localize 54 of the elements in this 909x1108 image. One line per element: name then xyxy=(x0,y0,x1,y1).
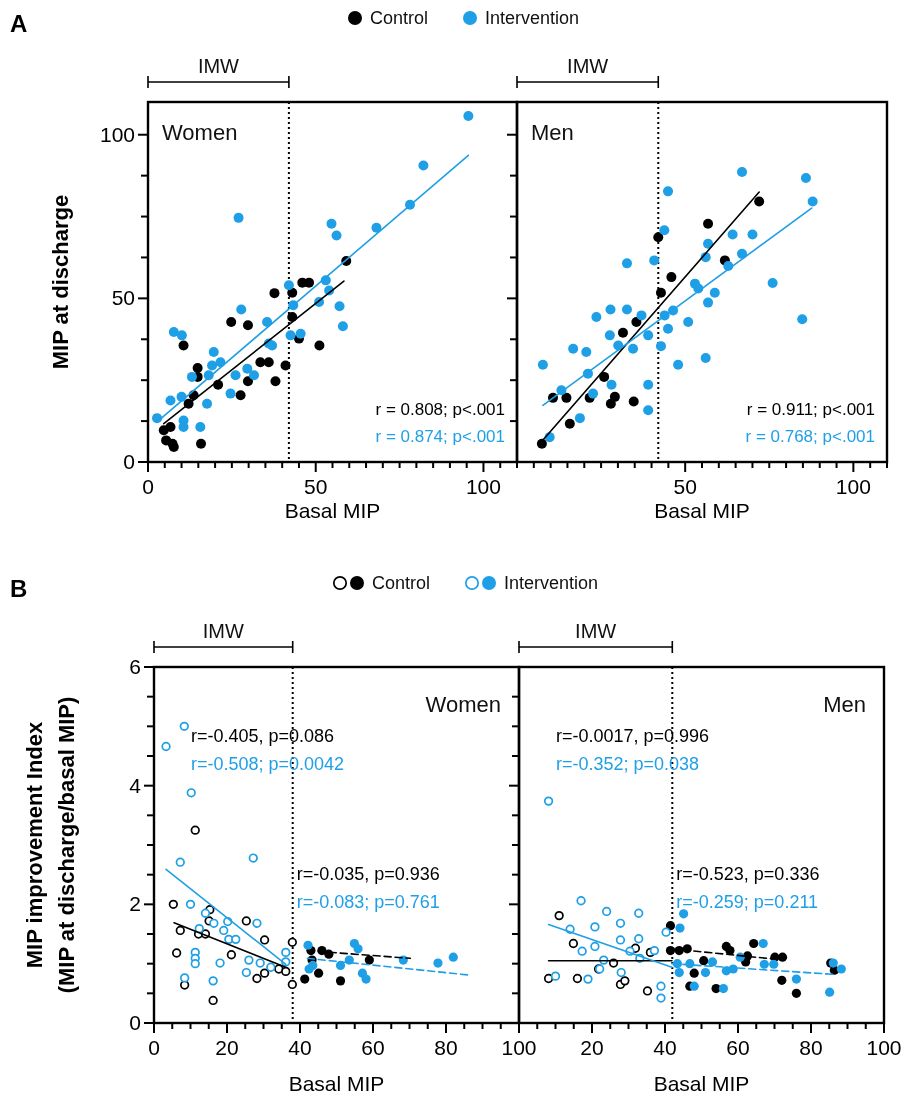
x-tick-label: 80 xyxy=(434,1036,458,1059)
y-axis-title: MIP at discharge xyxy=(48,194,73,370)
x-tick-label: 40 xyxy=(653,1036,677,1059)
text: IMW xyxy=(202,620,245,642)
y-tick-label: 6 xyxy=(129,655,141,678)
annotation: r=-0.035, p=0.936 xyxy=(296,864,440,884)
y-tick-label: 0 xyxy=(123,450,135,473)
x-tick-label: 100 xyxy=(465,475,501,498)
y-tick-label: 50 xyxy=(111,286,135,310)
y-tick-label: 4 xyxy=(129,773,142,797)
text: IMW xyxy=(567,55,609,77)
annotation: r=-0.352; p=0.038 xyxy=(556,754,700,774)
x-tick-label: 100 xyxy=(501,1036,537,1059)
x-axis-title: Basal MIP xyxy=(654,499,750,522)
x-tick-label: 20 xyxy=(215,1036,239,1059)
annotation: r=-0.259; p=0.211 xyxy=(676,892,819,912)
x-axis-title: Basal MIP xyxy=(653,1072,750,1095)
legend-label: Intervention xyxy=(485,8,580,28)
y-tick-label: 100 xyxy=(99,122,135,146)
x-tick-label: 60 xyxy=(361,1036,385,1059)
x-tick-label: 20 xyxy=(580,1036,604,1059)
annotation: r=-0.0017, p=0.996 xyxy=(556,726,710,746)
chart-title: A xyxy=(10,10,28,37)
legend-label: Intervention xyxy=(504,573,599,593)
annotation: Men xyxy=(531,120,574,145)
x-axis-title: Basal MIP xyxy=(284,499,381,522)
x-tick-label: 50 xyxy=(673,475,697,498)
x-tick-label: 40 xyxy=(288,1036,312,1059)
x-tick-label: 100 xyxy=(835,475,871,498)
annotation: r = 0.911; p<.001 xyxy=(746,400,875,419)
y-axis-title: MIP improvement Index (MIP at discharge/basal MIP) xyxy=(22,696,79,994)
annotation: r = 0.874; p<.001 xyxy=(375,427,505,446)
annotation: r=-0.508; p=0.0042 xyxy=(191,754,345,774)
annotation: Women xyxy=(425,692,501,717)
annotation: r=-0.083; p=0.761 xyxy=(296,892,440,912)
x-tick-label: 0 xyxy=(148,1036,160,1059)
text: IMW xyxy=(575,620,617,642)
chart-title: B xyxy=(10,575,28,602)
annotation: r = 0.808; p<.001 xyxy=(375,400,505,419)
y-tick-label: 0 xyxy=(129,1011,141,1034)
annotation: r = 0.768; p<.001 xyxy=(745,427,875,446)
x-tick-label: 80 xyxy=(799,1036,823,1059)
x-axis-title: Basal MIP xyxy=(288,1072,385,1095)
y-tick-label: 2 xyxy=(129,892,141,916)
x-tick-label: 50 xyxy=(304,475,328,498)
text: IMW xyxy=(197,55,240,77)
annotation: r=-0.523, p=0.336 xyxy=(676,864,820,884)
x-tick-label: 100 xyxy=(866,1036,902,1059)
annotation: Men xyxy=(823,692,866,717)
legend-label: Control xyxy=(370,8,429,28)
legend-label: Control xyxy=(372,573,431,593)
x-tick-label: 60 xyxy=(726,1036,750,1059)
annotation: r=-0.405, p=0.086 xyxy=(191,726,335,746)
annotation: Women xyxy=(162,120,238,145)
